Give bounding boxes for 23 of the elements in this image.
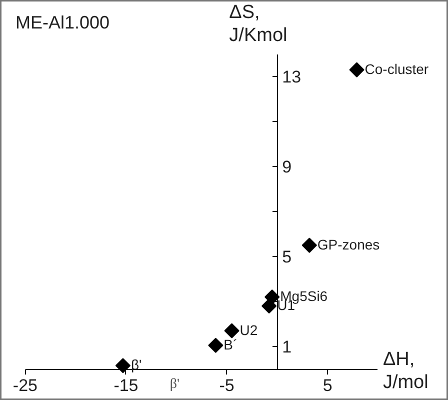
- y-tick-label: 1: [282, 338, 292, 357]
- point: [264, 289, 280, 305]
- x-tick-label: -15: [114, 376, 138, 396]
- x-tick-label: -25: [12, 376, 38, 396]
- y-axis-title: ΔS, J/Kmol: [229, 2, 288, 46]
- y-tick-label: 5: [282, 248, 292, 267]
- annotation: B´: [224, 336, 238, 352]
- point: [208, 338, 224, 353]
- annotation: β': [130, 356, 142, 373]
- chart-title: ME-Al1.000: [16, 12, 110, 32]
- point: [224, 323, 240, 338]
- point: [302, 238, 317, 253]
- text: β': [170, 377, 180, 392]
- annotation: U2: [240, 322, 258, 338]
- y-tick-label: 13: [282, 68, 302, 87]
- y-tick-label: 9: [282, 158, 292, 177]
- annotation: GP-zones: [317, 236, 380, 252]
- x-tick-label: 5: [322, 376, 332, 396]
- point: [115, 358, 131, 374]
- x-axis-title: ΔH, J/mol: [382, 348, 428, 394]
- x-tick-label: -5: [219, 376, 234, 396]
- point: [349, 62, 364, 78]
- annotation: Co-cluster: [364, 60, 429, 77]
